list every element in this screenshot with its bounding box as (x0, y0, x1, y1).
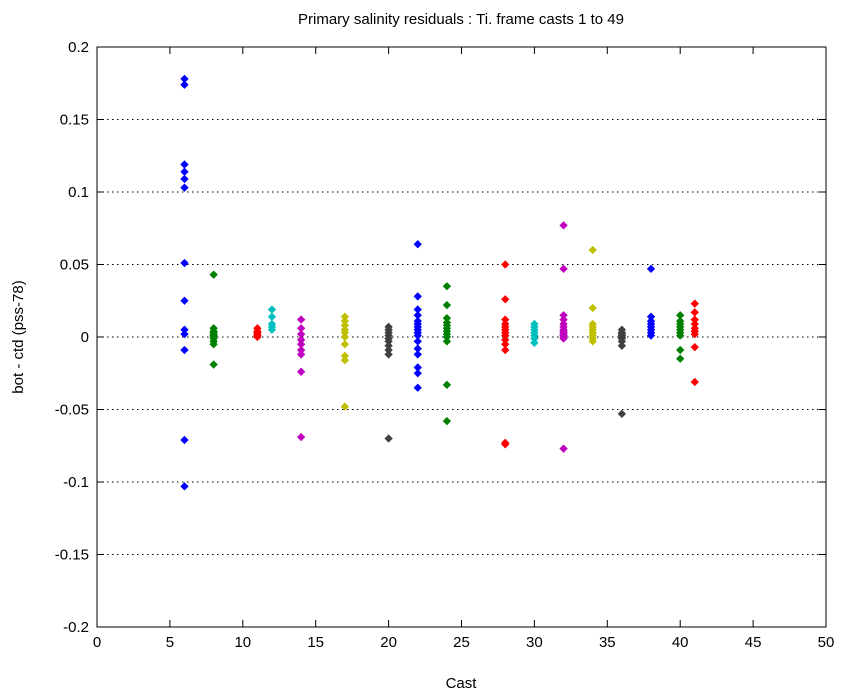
data-point (413, 369, 422, 378)
data-point (340, 356, 350, 365)
data-point (617, 409, 627, 419)
data-point (588, 303, 597, 313)
y-axis-label: bot - ctd (pss-78) (10, 280, 27, 393)
axis-ticks: 0.20.150.10.050-0.05-0.1-0.15-0.20 5 10 15 2… (55, 39, 835, 651)
x-tick-label: 25 (453, 634, 470, 651)
data-point (296, 315, 306, 324)
data-point (588, 337, 597, 346)
x-tick-label: 0 (93, 634, 101, 651)
data-point (559, 334, 568, 343)
data-point (413, 383, 422, 392)
data-point (340, 402, 350, 411)
data-point (442, 337, 452, 346)
data-point (442, 416, 452, 426)
data-point (530, 338, 539, 347)
data-point (180, 80, 189, 89)
x-tick-label: 15 (307, 634, 324, 651)
data-point (296, 432, 306, 442)
data-point (501, 260, 510, 269)
data-point (253, 332, 262, 342)
data-point (180, 183, 189, 192)
x-tick-label: 20 (380, 634, 397, 651)
x-tick-label: 10 (234, 634, 251, 651)
data-point (413, 292, 422, 301)
y-tick-label: -0.15 (55, 547, 89, 564)
data-point (442, 380, 452, 390)
data-point (690, 329, 699, 339)
x-tick-label: 30 (526, 634, 543, 651)
data-point (180, 296, 189, 305)
chart-title: Primary salinity residuals : Ti. frame c… (298, 11, 624, 28)
data-point (646, 331, 656, 340)
data-point (501, 440, 510, 449)
data-point (296, 367, 306, 376)
y-tick-label: -0.2 (63, 619, 89, 636)
x-tick-label: 5 (166, 634, 174, 651)
data-point (442, 282, 452, 291)
data-point (180, 345, 189, 355)
data-point (209, 270, 218, 279)
data-point (559, 444, 568, 453)
data-point (180, 482, 189, 491)
data-point (588, 245, 597, 255)
data-point (676, 345, 685, 355)
data-point (267, 325, 277, 334)
y-tick-label: 0.1 (68, 184, 89, 201)
plot-area (97, 47, 826, 627)
data-point (690, 377, 699, 387)
y-tick-label: 0.15 (60, 112, 89, 129)
data-point (646, 264, 656, 274)
x-tick-label: 35 (599, 634, 616, 651)
data-point (413, 350, 422, 359)
data-point (559, 221, 568, 230)
data-point (209, 360, 218, 369)
y-tick-label: 0.05 (60, 257, 89, 274)
y-tick-label: 0.2 (68, 39, 89, 56)
y-tick-label: -0.05 (55, 402, 89, 419)
data-point (442, 300, 452, 310)
data-point (180, 329, 189, 339)
data-point (690, 299, 699, 308)
grid-lines (97, 119, 826, 555)
y-tick-label: 0 (81, 329, 89, 346)
data-point (296, 350, 306, 359)
y-tick-label: -0.1 (63, 474, 89, 491)
data-point (209, 340, 218, 349)
data-point (180, 435, 189, 445)
data-point (501, 295, 510, 304)
data-point (617, 341, 627, 350)
data-point (676, 331, 685, 340)
x-axis-label: Cast (446, 675, 478, 692)
x-tick-label: 50 (818, 634, 835, 651)
data-point (559, 264, 568, 274)
x-tick-label: 45 (745, 634, 762, 651)
data-point (676, 354, 685, 363)
data-point (413, 240, 422, 249)
data-point (180, 174, 189, 184)
data-point (690, 342, 699, 352)
data-point (384, 434, 393, 443)
data-point (501, 345, 510, 355)
data-point (340, 340, 350, 349)
data-point (384, 350, 393, 359)
x-tick-label: 40 (672, 634, 689, 651)
data-point (180, 258, 189, 268)
data-points (180, 74, 699, 491)
